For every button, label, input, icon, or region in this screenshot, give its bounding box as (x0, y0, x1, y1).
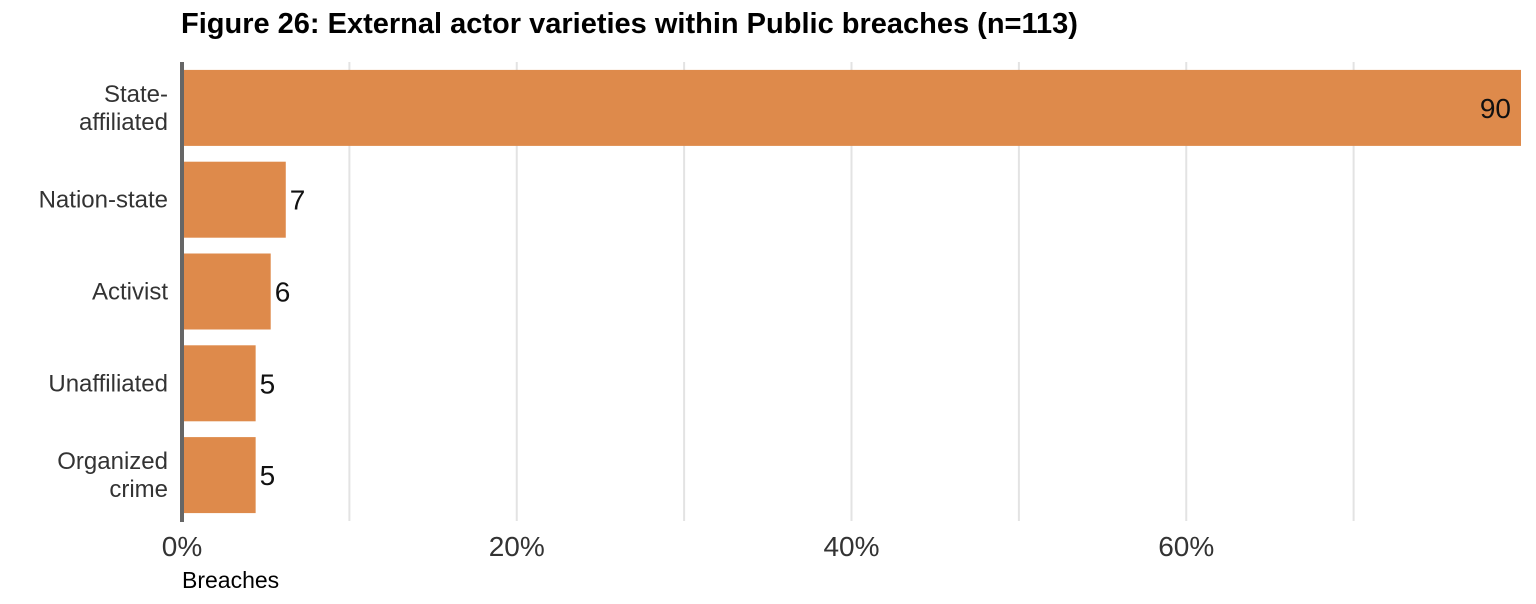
value-label: 5 (260, 368, 276, 399)
x-tick-label: 40% (823, 531, 879, 562)
chart-title: Figure 26: External actor varieties with… (181, 8, 1078, 40)
category-label: Nation-state (39, 187, 168, 214)
x-tick-label: 60% (1158, 531, 1214, 562)
x-axis-label: Breaches (182, 567, 279, 593)
value-label: 6 (275, 277, 291, 308)
labels: 90 State-affiliated 7 Nation-state 6 Activist… (39, 81, 1511, 562)
bar (182, 437, 256, 514)
bar (182, 253, 271, 330)
bar (182, 161, 286, 238)
x-tick-label: 20% (489, 531, 545, 562)
bars (182, 69, 1521, 514)
value-label: 90 (1480, 93, 1511, 124)
category-label: Organized crime (57, 448, 168, 503)
bar (182, 345, 256, 422)
category-label: State-affiliated (79, 81, 168, 136)
category-label: Unaffiliated (48, 370, 168, 397)
bar (182, 69, 1521, 146)
category-label: Activist (92, 279, 168, 306)
value-label: 7 (290, 185, 306, 216)
value-label: 5 (260, 460, 276, 491)
x-tick-label: 0% (162, 531, 202, 562)
